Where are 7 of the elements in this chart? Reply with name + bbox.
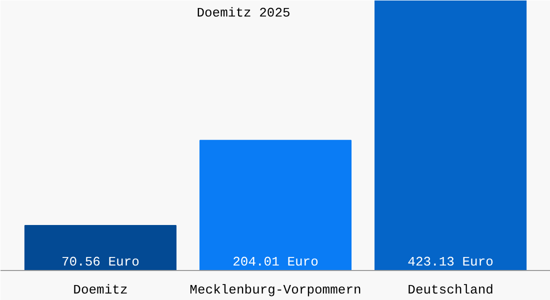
x-tick-label: Mecklenburg-Vorpommern — [190, 282, 362, 298]
x-tick-label: Deutschland — [408, 282, 494, 298]
data-label: 70.56 Euro — [61, 254, 140, 270]
chart-title: Doemitz 2025 — [196, 6, 290, 20]
x-tick-label: Doemitz — [73, 282, 128, 298]
data-label: 423.13 Euro — [408, 254, 494, 270]
data-label: 204.01 Euro — [232, 254, 318, 270]
